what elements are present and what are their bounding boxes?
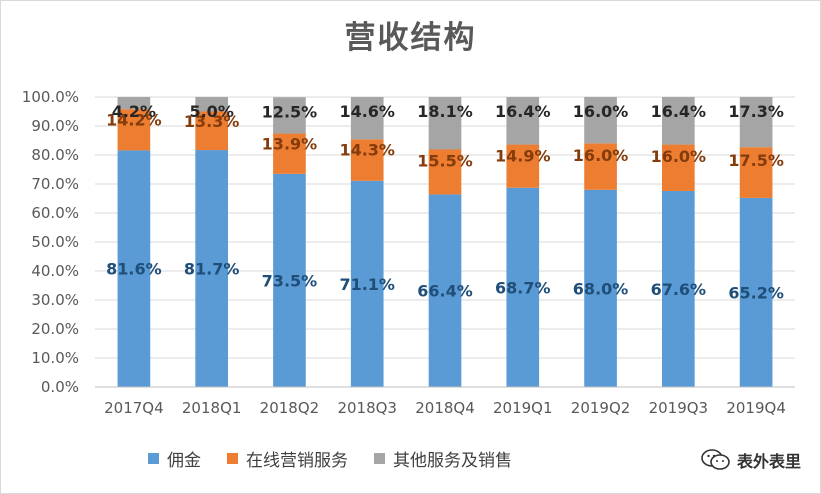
data-label-online-marketing: 14.9% (495, 146, 551, 165)
y-tick-label: 80.0% (31, 146, 79, 164)
data-label-commission: 81.6% (106, 260, 162, 279)
data-label-other-services: 14.6% (339, 102, 395, 121)
data-label-other-services: 12.5% (262, 102, 318, 121)
data-label-online-marketing: 13.9% (262, 135, 318, 154)
y-tick-label: 60.0% (31, 204, 79, 222)
bar-segment-online-marketing (428, 149, 462, 195)
watermark: 表外表里 (701, 448, 801, 472)
x-tick-label: 2019Q3 (649, 399, 709, 417)
data-label-online-marketing: 15.5% (417, 152, 473, 171)
data-label-online-marketing: 16.0% (573, 146, 629, 165)
bar-segment-other-services (350, 97, 384, 140)
wechat-icon (701, 449, 730, 470)
data-label-other-services: 5.0% (189, 102, 233, 121)
legend-item-other-services: 其他服务及销售 (374, 446, 512, 471)
data-label-online-marketing: 14.3% (339, 141, 395, 160)
y-tick-label: 30.0% (31, 291, 79, 309)
bar-segment-commission (273, 173, 306, 387)
bar-segment-online-marketing (195, 111, 228, 151)
x-tick-label: 2018Q1 (182, 399, 242, 417)
data-label-online-marketing: 14.2% (106, 110, 162, 129)
data-label-commission: 73.5% (262, 271, 318, 290)
data-label-commission: 67.6% (651, 280, 707, 299)
bar-segment-commission (195, 150, 228, 387)
bar-segment-commission (584, 189, 617, 387)
y-tick-label: 70.0% (31, 175, 79, 193)
data-label-other-services: 4.2% (112, 102, 156, 121)
data-label-commission: 71.1% (339, 275, 395, 294)
data-label-commission: 68.7% (495, 278, 551, 297)
legend-label-online-marketing: 在线营销服务 (246, 451, 348, 471)
data-label-commission: 81.7% (184, 260, 240, 279)
bar-segment-commission (350, 180, 384, 387)
x-tick-label: 2019Q1 (493, 399, 553, 417)
legend-label-other-services: 其他服务及销售 (393, 451, 512, 471)
chart-title: 营收结构 (344, 20, 477, 56)
x-tick-label: 2019Q4 (726, 399, 786, 417)
legend-item-commission: 佣金 (148, 446, 201, 471)
bar-segment-online-marketing (117, 109, 151, 151)
x-tick-label: 2017Q4 (104, 399, 164, 417)
data-label-other-services: 16.0% (573, 102, 629, 121)
bar-segment-commission (117, 150, 151, 387)
data-label-other-services: 16.4% (495, 102, 551, 121)
x-tick-label: 2018Q4 (415, 399, 475, 417)
bar-segment-other-services (428, 97, 462, 150)
bar-segment-commission (506, 187, 540, 387)
y-tick-label: 10.0% (31, 349, 79, 367)
legend-label-commission: 佣金 (167, 451, 201, 471)
data-label-commission: 65.2% (728, 283, 784, 302)
y-tick-label: 100.0% (22, 88, 79, 106)
bar-segment-other-services (739, 97, 773, 148)
y-tick-label: 50.0% (31, 233, 79, 251)
bar-segment-online-marketing (506, 144, 540, 188)
data-label-online-marketing: 17.5% (728, 151, 784, 170)
x-tick-label: 2019Q2 (571, 399, 631, 417)
bar-segment-online-marketing (739, 147, 773, 198)
bar-segment-online-marketing (273, 133, 306, 174)
bar-segment-commission (739, 197, 773, 387)
y-tick-label: 40.0% (31, 262, 79, 280)
legend-swatch-commission (148, 453, 159, 464)
data-label-online-marketing: 16.0% (651, 147, 707, 166)
watermark-text: 表外表里 (736, 452, 801, 471)
data-label-online-marketing: 13.3% (184, 112, 240, 131)
legend-swatch-online-marketing (227, 453, 238, 464)
bar-segment-other-services (195, 97, 228, 112)
bar-segment-other-services (273, 97, 306, 134)
bar-segment-other-services (117, 97, 151, 110)
data-label-other-services: 16.4% (651, 102, 707, 121)
y-tick-label: 90.0% (31, 117, 79, 135)
x-tick-label: 2018Q3 (337, 399, 397, 417)
y-tick-label: 0.0% (41, 378, 79, 396)
bar-segment-online-marketing (584, 143, 617, 190)
bar-segment-online-marketing (662, 144, 695, 191)
data-label-commission: 68.0% (573, 279, 629, 298)
bar-segment-other-services (584, 97, 617, 144)
chart-legend: 佣金 在线营销服务 其他服务及销售 (0, 446, 660, 471)
bar-segment-online-marketing (350, 139, 384, 181)
bar-segment-other-services (662, 97, 695, 145)
bar-segment-other-services (506, 97, 540, 145)
legend-swatch-other-services (374, 453, 385, 464)
bar-segment-commission (428, 194, 462, 387)
data-label-other-services: 17.3% (728, 102, 784, 121)
legend-item-online-marketing: 在线营销服务 (227, 446, 348, 471)
data-label-other-services: 18.1% (417, 102, 473, 121)
data-label-commission: 66.4% (417, 282, 473, 301)
bar-segment-commission (662, 190, 695, 387)
y-tick-label: 20.0% (31, 320, 79, 338)
x-tick-label: 2018Q2 (260, 399, 320, 417)
